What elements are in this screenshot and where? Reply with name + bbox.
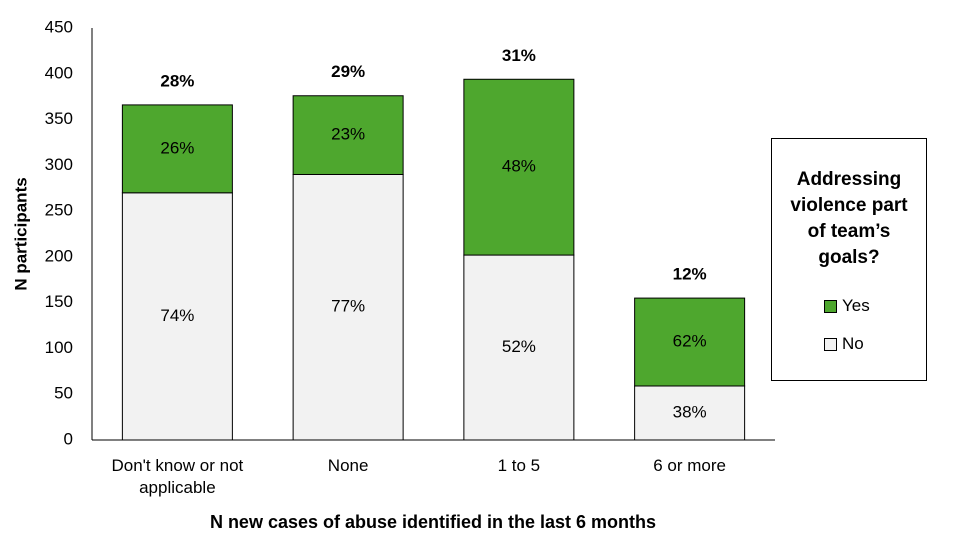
x-tick-label: None <box>327 456 369 475</box>
y-tick-label: 350 <box>45 109 73 128</box>
segment-label: 52% <box>502 337 536 356</box>
total-label: 29% <box>331 62 365 81</box>
y-tick-label: 50 <box>54 384 73 403</box>
legend-swatch <box>824 337 837 351</box>
y-tick-label: 300 <box>45 155 73 174</box>
legend-swatch <box>824 299 837 313</box>
y-tick-label: 400 <box>45 63 73 82</box>
bar-segment <box>292 95 404 175</box>
segment-label: 74% <box>160 306 194 325</box>
segment-label: 77% <box>331 297 365 316</box>
legend: Addressing violence part of team’s goals… <box>771 138 927 381</box>
segment-label: 48% <box>502 157 536 176</box>
segment-label: 38% <box>673 402 707 421</box>
segment-label: 62% <box>673 332 707 351</box>
bar-segment <box>634 385 746 441</box>
legend-label: Yes <box>842 296 870 315</box>
total-label: 12% <box>673 265 707 284</box>
x-tick-label: 6 or more <box>653 456 726 475</box>
bar-segment <box>292 173 404 441</box>
y-tick-label: 100 <box>45 338 73 357</box>
legend-items: Yes No <box>772 287 926 363</box>
y-axis-label: N participants <box>11 177 30 290</box>
y-tick-label: 250 <box>45 201 73 220</box>
segment-label: 26% <box>160 138 194 157</box>
x-tick-label: 1 to 5 <box>497 456 541 475</box>
bar-segment <box>634 297 746 387</box>
bar-segment <box>121 104 233 194</box>
y-tick-label: 150 <box>45 292 73 311</box>
legend-title: Addressing violence part of team’s goals… <box>790 169 908 268</box>
segment-label: 23% <box>331 125 365 144</box>
total-label: 28% <box>160 71 194 90</box>
y-tick-label: 200 <box>45 246 73 265</box>
y-tick-label: 0 <box>64 429 73 448</box>
x-axis-label: N new cases of abuse identified in the l… <box>210 512 656 532</box>
legend-item: No <box>824 325 926 363</box>
y-tick-label: 450 <box>45 17 73 36</box>
legend-label: No <box>842 334 864 353</box>
x-tick-label: Don't know or not applicable <box>111 456 244 497</box>
bar-segment <box>463 254 575 441</box>
bar-segment <box>463 78 575 256</box>
legend-item: Yes <box>824 287 926 325</box>
total-label: 31% <box>502 46 536 65</box>
